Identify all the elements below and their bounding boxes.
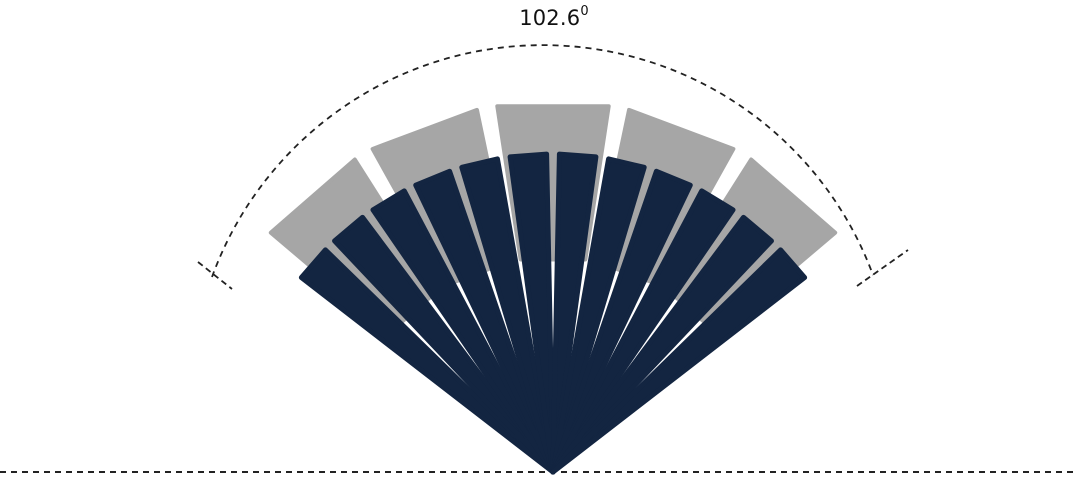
angle-label: 102.60 [0, 4, 1075, 30]
inner-ray [332, 214, 556, 475]
inner-rays [298, 151, 808, 475]
inner-ray [298, 247, 556, 475]
inner-ray [550, 188, 736, 475]
inner-ray [507, 151, 556, 475]
angle-value: 102.6 [519, 6, 581, 30]
angle-unit: 0 [580, 4, 589, 19]
inner-ray [550, 168, 693, 475]
angle-tick-left [197, 261, 233, 290]
inner-ray [370, 188, 556, 475]
inner-ray [550, 214, 774, 475]
inner-ray [413, 168, 556, 475]
inner-ray [550, 151, 599, 475]
inner-ray [550, 156, 647, 475]
inner-ray [459, 156, 556, 475]
angle-arc-dashed [211, 44, 874, 278]
inner-ray [550, 247, 808, 475]
angle-tick-right [856, 249, 909, 287]
